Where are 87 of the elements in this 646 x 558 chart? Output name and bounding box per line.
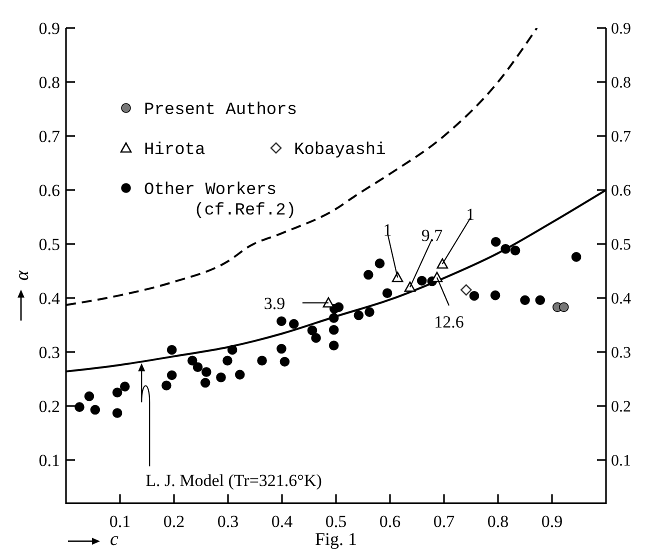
point <box>162 380 172 390</box>
y-tick-label: 0.9 <box>38 18 60 38</box>
x-tick-label: 0.2 <box>163 512 185 532</box>
point <box>234 370 245 380</box>
point <box>280 356 290 367</box>
x-tick-label: 0.6 <box>379 512 401 532</box>
y-tick-label: 0.5 <box>38 234 60 254</box>
point <box>112 408 122 418</box>
point <box>187 356 198 366</box>
point <box>276 316 286 326</box>
point <box>120 382 130 392</box>
annotation: 3.9 <box>264 294 286 313</box>
point <box>166 370 177 380</box>
point <box>328 340 339 350</box>
point <box>510 246 520 256</box>
text: Fig. 1 <box>314 529 358 550</box>
point <box>535 295 546 306</box>
y-tick-label: 0.8 <box>38 72 60 92</box>
y2-tick-label: 0.4 <box>611 290 631 308</box>
point <box>571 252 582 262</box>
point <box>500 244 510 254</box>
y2-tick-label: 0.6 <box>611 182 631 200</box>
point <box>216 372 226 382</box>
y2-tick-label: 0.2 <box>611 398 631 416</box>
annotation: 1 <box>466 204 475 224</box>
x-tick-label: 0.9 <box>541 512 563 532</box>
y-tick-label: 0.2 <box>38 396 60 416</box>
point <box>328 324 339 335</box>
point <box>520 295 530 306</box>
point <box>460 284 472 296</box>
x-tick-label: 0.5 <box>325 512 347 532</box>
point <box>200 378 210 388</box>
point <box>364 307 374 317</box>
point <box>364 270 374 280</box>
point <box>84 391 94 402</box>
point <box>311 333 321 343</box>
legend-label: Other Workers (cf.Ref.2) <box>144 180 296 220</box>
point <box>202 367 212 377</box>
point <box>307 326 318 336</box>
y-axis-title: α <box>12 270 33 281</box>
annotation: 12.6 <box>434 312 464 332</box>
y2-tick-label: 0.1 <box>611 452 631 470</box>
point <box>112 388 122 398</box>
y2-tick-label: 0.3 <box>611 344 631 362</box>
point <box>374 258 385 268</box>
point <box>354 310 364 320</box>
point <box>469 290 480 301</box>
point <box>322 297 334 308</box>
point <box>334 302 344 312</box>
x-axis-title: c <box>110 529 119 550</box>
y-tick-label: 0.3 <box>38 342 60 362</box>
y2-tick-label: 0.8 <box>611 74 631 92</box>
legend-label: Kobayashi <box>294 140 386 160</box>
x-tick-label: 0.3 <box>217 512 239 532</box>
x-tick-label: 0.8 <box>487 512 509 532</box>
point <box>74 402 84 412</box>
point <box>490 236 501 247</box>
x-tick-label: 0.4 <box>271 512 294 532</box>
point <box>257 356 267 366</box>
point <box>288 319 299 329</box>
annotation: L. J. Model (Tr=321.6°K) <box>146 471 322 490</box>
point <box>436 258 448 269</box>
point <box>382 288 392 298</box>
point <box>192 362 203 372</box>
y2-tick-label: 0.9 <box>611 20 631 38</box>
point <box>222 356 232 366</box>
x-tick-label: 0.7 <box>433 512 456 532</box>
point <box>90 404 100 415</box>
y-tick-label: 0.7 <box>38 126 60 146</box>
y-tick-label: 0.1 <box>38 450 60 470</box>
x-tick-label: 0.1 <box>109 512 131 532</box>
point <box>392 272 404 282</box>
legend-label: Present Authors <box>144 100 298 120</box>
y2-tick-label: 0.7 <box>611 128 631 146</box>
point <box>416 276 427 286</box>
point <box>558 302 569 312</box>
legend-label: Hirota <box>144 140 206 160</box>
point <box>166 344 177 355</box>
point <box>227 344 238 355</box>
point <box>276 344 286 354</box>
point <box>404 282 416 292</box>
y-tick-label: 0.6 <box>38 180 60 200</box>
point <box>490 290 500 300</box>
y2-tick-label: 0.5 <box>611 236 631 254</box>
annotation: 9.7 <box>421 226 444 246</box>
point <box>328 313 339 323</box>
y-tick-label: 0.4 <box>38 288 60 308</box>
